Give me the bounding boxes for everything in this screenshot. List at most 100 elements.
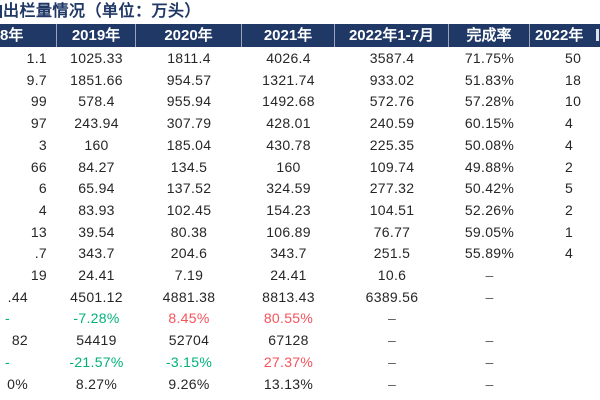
table-cell: 5: [565, 180, 574, 197]
table-cell: 60.15%: [464, 115, 515, 132]
table-cell: [530, 307, 600, 329]
table-cell: 24.41: [270, 267, 307, 283]
table-cell: 65.94: [78, 180, 115, 197]
table-cell: [530, 329, 600, 351]
table-cell: 160: [84, 136, 109, 153]
table-cell: 109.74: [369, 158, 415, 175]
table-header-cell-1: 2019年: [57, 24, 136, 47]
table-row: 19 24.41 7.19 24.41 10.6 –: [0, 264, 600, 286]
table-row: 3 160 185.04 430.78 225.35 50.08% 4: [0, 134, 600, 156]
table-header-cell-4: 2022年1-7月: [335, 24, 449, 47]
table-cell: 1321.74: [262, 71, 315, 88]
table-cell: 204.6: [170, 245, 208, 262]
table-cell: 154.23: [266, 201, 311, 218]
table-cell: 83.93: [78, 201, 115, 218]
table-cell: 428.01: [266, 115, 311, 132]
table-cell: 137.52: [166, 180, 212, 197]
table-cell: 13.13%: [263, 375, 314, 392]
table-cell: -: [5, 310, 10, 327]
table-cell: 19: [30, 267, 47, 283]
table-cell: 10: [565, 93, 582, 110]
table-row: 97 243.94 307.79 428.01 240.59 60.15% 4: [0, 112, 600, 134]
table-cell: 343.7: [78, 245, 115, 262]
table-cell: 8813.43: [262, 288, 315, 305]
table-row: 6 65.94 137.52 324.59 277.32 50.42% 5: [0, 177, 600, 199]
table-cell: 954.57: [166, 71, 212, 88]
table-cell: 13: [30, 223, 47, 240]
table-cell: 27.37%: [263, 353, 314, 370]
table-cell: 52.26%: [464, 201, 515, 218]
table-cell: –: [387, 353, 397, 370]
table-row: 0% 8.27% 9.26% 13.13% – –: [0, 373, 600, 395]
table-row: 4 83.93 102.45 154.23 104.51 52.26% 2: [0, 199, 600, 221]
table-row: - -7.28% 8.45% 80.55% –: [0, 307, 600, 329]
table-cell: 185.04: [166, 136, 212, 153]
table-cell: –: [387, 332, 397, 349]
table-header-cell-6: 2022年: [535, 27, 584, 44]
table-cell: 4: [565, 245, 574, 262]
table-cell: 1: [565, 223, 574, 240]
table-cell: 2: [565, 158, 574, 175]
table-row: 66 84.27 134.5 160 109.74 49.88% 2: [0, 156, 600, 178]
table-cell: 76.77: [373, 223, 411, 240]
table-cell: 8.27%: [75, 375, 118, 392]
table-cell: 225.35: [369, 136, 415, 153]
table-header-cell-5: 完成率: [449, 24, 530, 47]
table-cell: –: [485, 353, 494, 370]
table-cell: 1025.33: [70, 50, 123, 66]
table-cell: 59.05%: [464, 223, 515, 240]
table-cell: 572.76: [369, 93, 415, 110]
table-cell: 324.59: [266, 180, 311, 197]
table-cell: 0%: [7, 375, 28, 392]
table-cell: 933.02: [369, 71, 415, 88]
table-cell: -21.57%: [69, 353, 124, 370]
table-cell: 430.78: [266, 136, 311, 153]
table-cell: 240.59: [369, 115, 415, 132]
table-cell: 24.41: [78, 267, 115, 283]
table-cell: 4026.4: [266, 50, 311, 66]
table-cell: 49.88%: [464, 158, 515, 175]
table-cell: –: [485, 375, 494, 392]
table-cell: 4: [565, 115, 574, 132]
table-cell: [530, 264, 600, 286]
table-cell: 307.79: [166, 115, 212, 132]
table-cell: 160: [276, 158, 301, 175]
table-row: 82 54419 52704 67128 – –: [0, 329, 600, 351]
table-cell: 343.7: [270, 245, 307, 262]
table-cell: 106.89: [266, 223, 311, 240]
table-cell: 1811.4: [167, 50, 211, 66]
table-cell: 50: [565, 50, 582, 66]
table-cell: –: [485, 267, 494, 283]
table-row: 9.7 1851.66 954.57 1321.74 933.02 51.83% 18: [0, 69, 600, 91]
table-cell: 104.51: [369, 201, 415, 218]
table-cell: 80.38: [170, 223, 208, 240]
table-cell: 52704: [168, 332, 210, 349]
table-cell: [530, 373, 600, 395]
table-cell: [449, 307, 530, 329]
table-cell: 251.5: [373, 245, 411, 262]
table-cell: 54419: [76, 332, 117, 349]
table-cell: 3587.4: [369, 50, 415, 66]
table-row: .7 343.7 204.6 343.7 251.5 55.89% 4: [0, 242, 600, 264]
table-cell: –: [387, 375, 397, 392]
table-cell: 7.19: [174, 267, 204, 283]
table-cell: 4881.38: [162, 288, 216, 305]
table-cell: –: [485, 332, 494, 349]
table-row: 13 39.54 80.38 106.89 76.77 59.05% 1: [0, 221, 600, 243]
table-header-row: 8年 2019年 2020年 2021年 2022年1-7月 完成率 2022年: [0, 24, 600, 47]
table-cell: 55.89%: [464, 245, 515, 262]
table-cell: 80.55%: [263, 310, 314, 327]
table-cell: 243.94: [74, 115, 119, 132]
table-cell: .7: [34, 245, 47, 262]
table-cell: –: [485, 288, 494, 305]
table-cell: [530, 286, 600, 308]
table-cell: –: [387, 310, 397, 327]
table-header-cell-3: 2021年: [242, 24, 335, 47]
table-cell: 8.45%: [168, 310, 210, 327]
table-cell: 51.83%: [464, 71, 515, 88]
table-cell: 1851.66: [70, 71, 123, 88]
table-cell: [530, 351, 600, 373]
table-cell: 134.5: [170, 158, 208, 175]
table-header-cell-0: 8年: [0, 24, 57, 47]
table-cell: -7.28%: [73, 310, 120, 327]
